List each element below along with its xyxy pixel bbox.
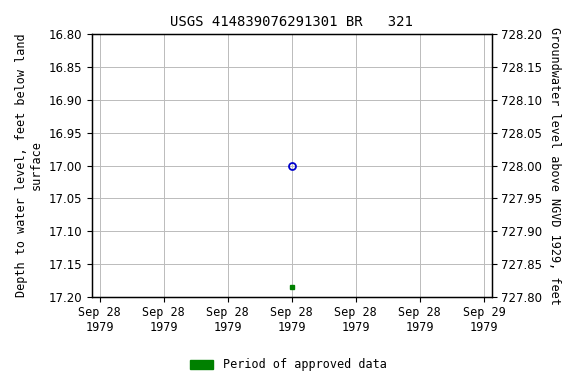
- Y-axis label: Groundwater level above NGVD 1929, feet: Groundwater level above NGVD 1929, feet: [548, 26, 561, 305]
- Title: USGS 414839076291301 BR   321: USGS 414839076291301 BR 321: [170, 15, 413, 29]
- Y-axis label: Depth to water level, feet below land
surface: Depth to water level, feet below land su…: [15, 34, 43, 297]
- Legend: Period of approved data: Period of approved data: [185, 354, 391, 376]
